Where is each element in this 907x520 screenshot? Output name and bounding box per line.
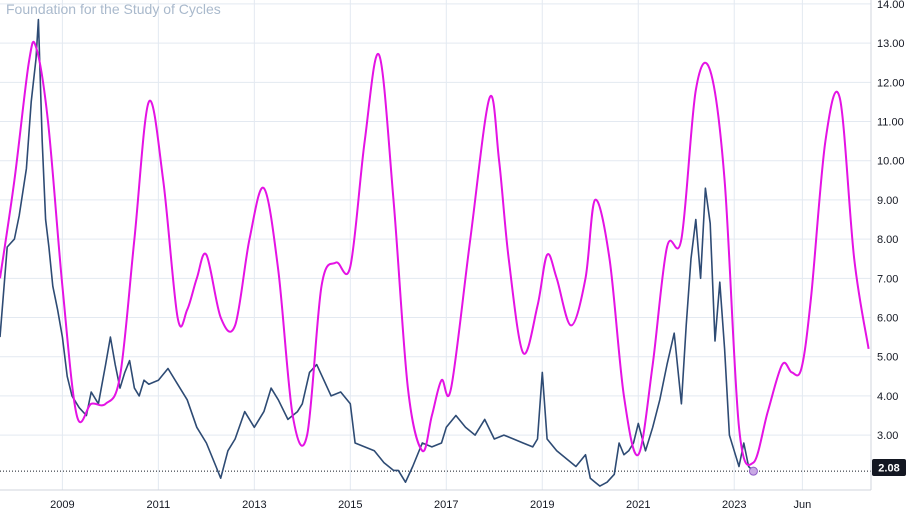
x-tick-label: 2019	[530, 499, 554, 511]
x-tick-label: 2011	[147, 499, 171, 511]
y-tick-label: 5.00	[877, 352, 898, 364]
y-tick-label: 13.00	[877, 38, 905, 50]
y-tick-label: 6.00	[877, 313, 898, 325]
watermark-text: Foundation for the Study of Cycles	[6, 1, 221, 17]
y-tick-label: 9.00	[877, 195, 898, 207]
y-tick-label: 7.00	[877, 273, 898, 285]
x-tick-label: Jun	[794, 499, 812, 511]
y-tick-label: 3.00	[877, 430, 898, 442]
last-price-label: 2.08	[872, 459, 906, 476]
y-tick-label: 14.00	[877, 0, 905, 11]
last-price-label-bg	[872, 459, 906, 476]
x-tick-label: 2023	[722, 499, 746, 511]
y-tick-label: 12.00	[877, 77, 905, 89]
series-layer	[0, 18, 871, 487]
y-tick-label: 10.00	[877, 156, 905, 168]
last-price-value: 2.08	[878, 463, 899, 475]
x-tick-label: 2021	[626, 499, 650, 511]
x-tick-label: 2009	[50, 499, 74, 511]
last-price-marker	[748, 466, 758, 476]
price-line	[0, 18, 754, 487]
y-tick-label: 11.00	[877, 117, 904, 129]
x-tick-label: 2013	[242, 499, 266, 511]
y-tick-label: 4.00	[877, 391, 898, 403]
cycle-line	[0, 40, 870, 466]
y-tick-label: 8.00	[877, 234, 898, 246]
grid	[0, 0, 871, 490]
x-tick-label: 2015	[338, 499, 362, 511]
x-tick-label: 2017	[434, 499, 458, 511]
